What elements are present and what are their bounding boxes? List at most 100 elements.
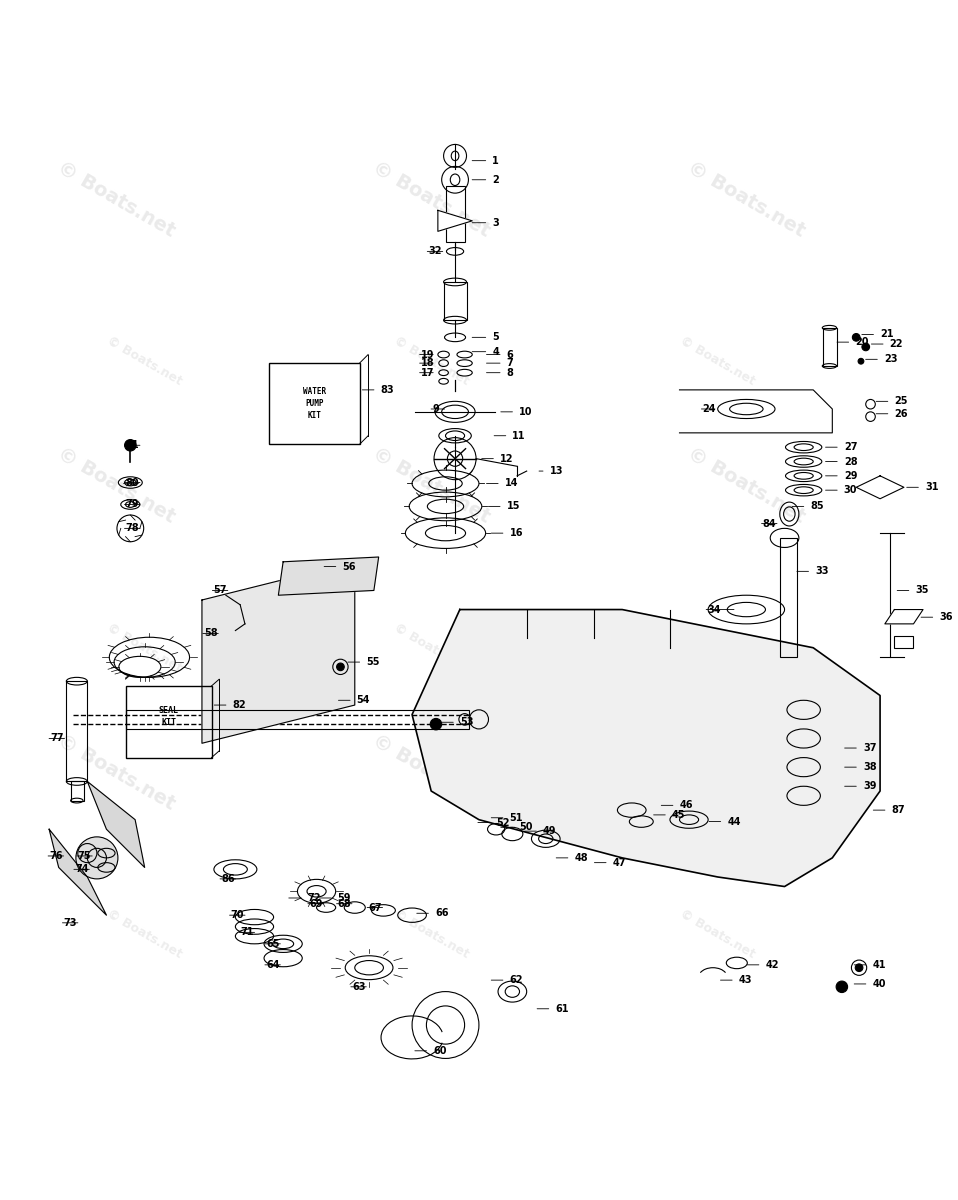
Bar — [66, 682, 87, 781]
Text: 3: 3 — [492, 217, 499, 228]
Bar — [780, 538, 797, 658]
Circle shape — [862, 343, 870, 350]
Text: © Boats.net: © Boats.net — [104, 907, 185, 961]
Text: 76: 76 — [49, 851, 62, 860]
Text: 83: 83 — [380, 385, 394, 395]
Text: © Boats.net: © Boats.net — [104, 620, 185, 674]
Text: 48: 48 — [575, 853, 588, 863]
Circle shape — [855, 964, 863, 972]
Text: 36: 36 — [939, 612, 953, 622]
Text: 17: 17 — [421, 367, 434, 378]
Text: 60: 60 — [433, 1046, 446, 1056]
Text: © Boats.net: © Boats.net — [684, 157, 809, 240]
Text: 85: 85 — [810, 502, 824, 511]
Text: 62: 62 — [510, 976, 523, 985]
Text: © Boats.net: © Boats.net — [54, 731, 178, 814]
Text: 37: 37 — [863, 743, 877, 754]
Bar — [269, 364, 359, 444]
Text: 57: 57 — [214, 586, 227, 595]
Text: 30: 30 — [844, 485, 857, 496]
Text: © Boats.net: © Boats.net — [54, 444, 178, 527]
Text: 67: 67 — [368, 902, 381, 912]
Text: 28: 28 — [844, 456, 857, 467]
Text: 19: 19 — [421, 349, 434, 360]
Circle shape — [125, 439, 136, 451]
Text: 65: 65 — [266, 938, 280, 949]
Text: 53: 53 — [460, 718, 473, 727]
Text: 26: 26 — [895, 409, 908, 419]
Text: 16: 16 — [510, 528, 523, 538]
Text: 1: 1 — [492, 156, 499, 166]
Bar — [71, 781, 83, 800]
Text: 41: 41 — [873, 960, 886, 970]
Polygon shape — [202, 562, 354, 743]
Circle shape — [853, 334, 860, 341]
Text: 24: 24 — [702, 404, 716, 414]
Text: 73: 73 — [63, 918, 77, 928]
Text: © Boats.net: © Boats.net — [369, 731, 493, 814]
Text: 51: 51 — [510, 812, 523, 823]
Text: 68: 68 — [337, 899, 352, 908]
Text: 86: 86 — [221, 874, 235, 884]
Text: 25: 25 — [895, 396, 908, 407]
Text: 77: 77 — [50, 733, 63, 744]
Text: 69: 69 — [308, 899, 323, 908]
Text: 72: 72 — [307, 893, 321, 902]
Text: 5: 5 — [492, 332, 499, 342]
Text: 75: 75 — [78, 851, 91, 860]
Circle shape — [336, 664, 344, 671]
Circle shape — [76, 836, 118, 878]
Text: 47: 47 — [613, 858, 627, 868]
Text: 8: 8 — [507, 367, 513, 378]
Text: 15: 15 — [507, 502, 520, 511]
Text: 52: 52 — [496, 817, 510, 828]
Text: 7: 7 — [507, 358, 513, 368]
Bar — [445, 186, 465, 242]
Text: © Boats.net: © Boats.net — [369, 157, 493, 240]
Text: © Boats.net: © Boats.net — [684, 731, 809, 814]
Polygon shape — [279, 557, 378, 595]
Text: 10: 10 — [519, 407, 533, 416]
Text: © Boats.net: © Boats.net — [678, 907, 758, 961]
Circle shape — [430, 719, 442, 730]
Text: 66: 66 — [435, 908, 448, 918]
Text: © Boats.net: © Boats.net — [104, 335, 185, 388]
Polygon shape — [412, 610, 880, 887]
Text: 82: 82 — [233, 700, 246, 710]
Text: 40: 40 — [873, 979, 886, 989]
Text: 29: 29 — [844, 470, 857, 481]
Text: 58: 58 — [204, 629, 217, 638]
Text: 42: 42 — [765, 960, 779, 970]
Text: © Boats.net: © Boats.net — [369, 444, 493, 527]
Text: 6: 6 — [507, 349, 513, 360]
Polygon shape — [438, 210, 472, 232]
Bar — [125, 686, 212, 757]
Text: 21: 21 — [880, 330, 894, 340]
Polygon shape — [49, 829, 106, 916]
Text: 4: 4 — [492, 347, 499, 356]
Text: 45: 45 — [672, 810, 685, 820]
Text: 12: 12 — [500, 454, 513, 463]
Text: 54: 54 — [356, 695, 370, 706]
Text: 80: 80 — [125, 478, 139, 487]
Text: 84: 84 — [763, 518, 776, 528]
Text: 71: 71 — [240, 928, 254, 937]
Text: 49: 49 — [543, 826, 557, 836]
Text: 33: 33 — [815, 566, 829, 576]
Bar — [895, 636, 914, 648]
Polygon shape — [885, 610, 924, 624]
Text: 81: 81 — [125, 440, 139, 450]
Text: © Boats.net: © Boats.net — [391, 907, 471, 961]
Text: 14: 14 — [505, 479, 518, 488]
Text: 13: 13 — [550, 466, 563, 476]
Text: WATER
PUMP
KIT: WATER PUMP KIT — [303, 386, 327, 420]
Text: 32: 32 — [428, 246, 442, 257]
Circle shape — [836, 982, 848, 992]
Polygon shape — [87, 781, 145, 868]
Text: 23: 23 — [884, 354, 898, 365]
Text: 87: 87 — [892, 805, 905, 815]
Text: 44: 44 — [727, 816, 741, 827]
Bar — [823, 328, 837, 366]
Text: 74: 74 — [75, 864, 88, 875]
Text: 38: 38 — [863, 762, 877, 772]
